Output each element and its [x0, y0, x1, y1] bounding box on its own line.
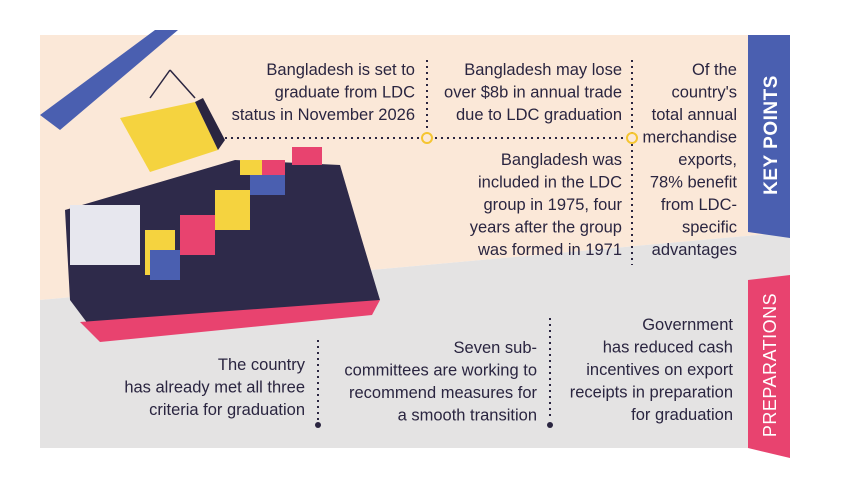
text-line: recommend measures for [349, 384, 537, 402]
text-line: incentives on export [586, 361, 733, 379]
key-points-band [748, 35, 790, 238]
text-line: Of the [692, 61, 737, 79]
text-line: Bangladesh is set to [266, 61, 415, 79]
text-line: Government [642, 316, 733, 334]
key-points-title: KEY POINTS [761, 75, 782, 195]
text-line: country's [671, 84, 737, 102]
ship-bridge [70, 205, 140, 265]
text-line: group in 1975, four [483, 196, 622, 214]
text-line: for graduation [631, 406, 733, 424]
text-line: status in November 2026 [232, 106, 415, 124]
text-line: criteria for graduation [149, 401, 305, 419]
ship-keel [80, 300, 380, 342]
preparations-title: PREPARATIONS [760, 293, 780, 437]
text-line: was formed in 1971 [477, 241, 622, 259]
text-line: merchandise [643, 129, 737, 147]
text-line: included in the LDC [478, 174, 622, 192]
text-line: Bangladesh was [501, 151, 622, 169]
text-line: over $8b in annual trade [444, 84, 622, 102]
ship-hull [65, 160, 380, 340]
text-line: committees are working to [344, 362, 537, 380]
hanging-container [120, 102, 218, 172]
text-line: receipts in preparation [570, 384, 733, 402]
text-line: advantages [652, 241, 737, 259]
text-line: exports, [678, 151, 737, 169]
text-line: 78% benefit [650, 174, 738, 192]
text-line: total annual [652, 106, 737, 124]
text-line: due to LDC graduation [456, 106, 622, 124]
text-line: Seven sub- [454, 339, 537, 357]
text-line: The country [218, 356, 306, 374]
text-line: specific [682, 219, 737, 237]
crane-arm [40, 30, 178, 130]
text-line: Bangladesh may lose [464, 61, 622, 79]
text-line: years after the group [470, 219, 622, 237]
text-line: has already met all three [124, 379, 305, 397]
text-line: graduate from LDC [275, 84, 415, 102]
text-line: from LDC- [661, 196, 737, 214]
text-line: a smooth transition [398, 407, 537, 425]
preparations-band [748, 275, 790, 458]
text-line: has reduced cash [603, 339, 733, 357]
